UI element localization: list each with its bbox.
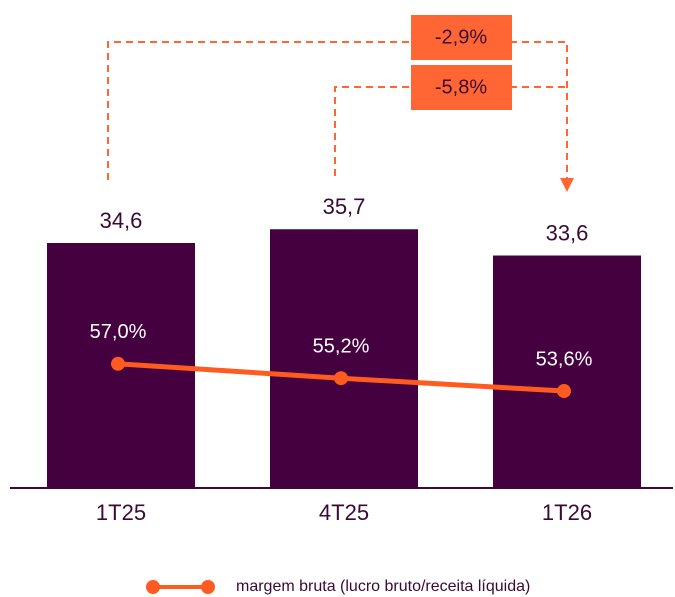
x-tick-label: 4T25 [319,500,369,525]
bar [493,255,641,488]
bar-value-label: 33,6 [546,220,589,245]
line-value-label: 57,0% [90,321,147,343]
bar-value-label: 35,7 [323,194,366,219]
annotation-box [411,65,512,110]
bar-value-label: 34,6 [100,208,143,233]
arrow-1 [107,41,568,180]
x-tick-label: 1T26 [542,500,592,525]
x-tick-label: 1T25 [96,500,146,525]
legend-marker [146,580,160,594]
legend-marker [201,580,215,594]
annotation-box [411,15,512,60]
arrow-head [560,178,574,192]
annotation: -2,9% [435,26,487,48]
line-point [334,371,348,386]
line-point [557,384,571,399]
annotation: -5,8% [435,76,487,98]
line-value-label: 53,6% [536,348,593,370]
annotation-arrows [107,41,568,180]
line-point [111,356,125,371]
line-value-label: 55,2% [313,336,370,358]
legend-label: margem bruta (lucro bruto/receita líquid… [236,578,530,595]
bar [270,229,418,488]
